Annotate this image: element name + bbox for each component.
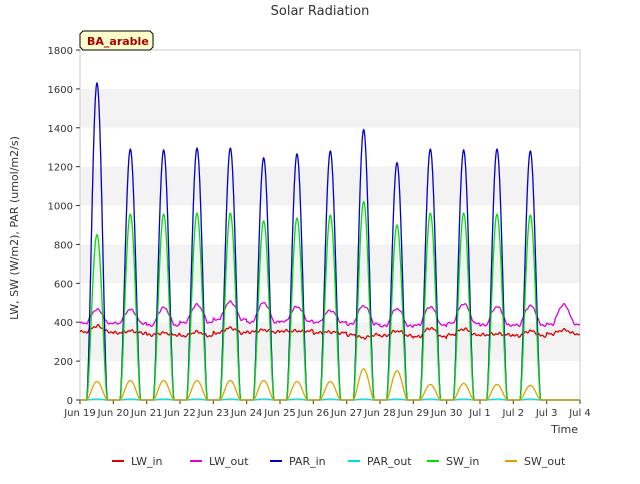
series-lines — [79, 81, 581, 401]
legend: LW_in LW_out PAR_in PAR_out SW_in SW_out — [112, 455, 566, 468]
y-tick-label: 800 — [54, 240, 73, 251]
grid-band — [80, 166, 580, 206]
y-tick-label: 1200 — [48, 163, 73, 174]
x-tick-label: Jun 20 — [97, 408, 130, 419]
y-tick-label: 1600 — [48, 85, 73, 96]
legend-label: PAR_in — [289, 455, 326, 468]
site-label-box: BA_arable — [79, 30, 154, 51]
y-tick-label: 0 — [67, 396, 73, 407]
legend-label: SW_out — [524, 455, 566, 468]
y-tick-label: 1400 — [48, 124, 73, 135]
series-line-sw-out — [80, 368, 580, 401]
legend-label: SW_in — [446, 455, 479, 468]
x-axis-ticks: Jun 19 Jun 20 Jun 21 Jun 22 Jun 23 Jun 24 Jun … — [63, 400, 591, 419]
y-axis-ticks: 0 200 400 600 800 1000 1200 1400 1600 1800 — [48, 46, 80, 407]
series-line-lw-in — [79, 324, 581, 340]
plot-frame — [79, 49, 581, 401]
x-tick-label: Jun 26 — [297, 408, 330, 419]
grid-band — [80, 322, 580, 362]
grid-band — [80, 244, 580, 284]
series-line-lw-out — [79, 300, 581, 328]
legend-label: PAR_out — [367, 455, 412, 468]
series-line-sw-in — [80, 200, 580, 401]
series-line-par-out — [80, 398, 580, 401]
x-tick-label: Jun 30 — [430, 408, 463, 419]
x-tick-label: Jul 4 — [568, 408, 591, 419]
legend-label: LW_in — [131, 455, 163, 468]
x-tick-label: Jun 24 — [230, 408, 263, 419]
y-tick-label: 400 — [54, 318, 73, 329]
x-tick-label: Jun 29 — [397, 408, 430, 419]
y-tick-label: 1000 — [48, 202, 73, 213]
x-tick-label: Jul 3 — [535, 408, 558, 419]
x-tick-label: Jul 2 — [502, 408, 525, 419]
x-tick-label: Jun 19 — [63, 408, 96, 419]
x-tick-label: Jun 25 — [263, 408, 296, 419]
x-tick-label: Jun 21 — [130, 408, 163, 419]
x-tick-label: Jul 1 — [468, 408, 491, 419]
y-tick-label: 600 — [54, 279, 73, 290]
x-tick-label: Jun 27 — [330, 408, 363, 419]
x-tick-label: Jun 22 — [163, 408, 196, 419]
x-tick-label: Jun 28 — [363, 408, 396, 419]
legend-label: LW_out — [209, 455, 249, 468]
site-label: BA_arable — [87, 35, 149, 48]
x-tick-label: Jun 23 — [197, 408, 230, 419]
grid-bands — [80, 88, 580, 362]
y-tick-label: 200 — [54, 357, 73, 368]
x-axis-label: Time — [550, 423, 578, 436]
grid-band — [80, 88, 580, 128]
chart-title: Solar Radiation — [271, 4, 370, 19]
y-axis-label: LW, SW (W/m2), PAR (umol/m2/s) — [8, 136, 21, 320]
y-tick-label: 1800 — [48, 46, 73, 57]
series-line-par-in — [80, 81, 580, 401]
